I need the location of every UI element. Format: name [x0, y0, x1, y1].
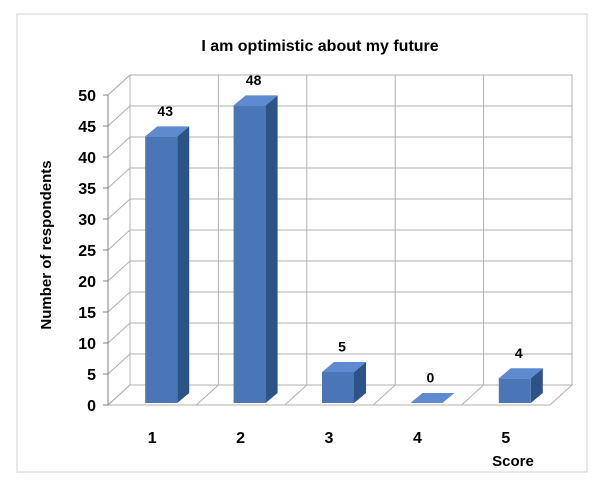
bar-top [233, 95, 278, 106]
y-tick-label: 35 [78, 181, 96, 198]
bar-top [322, 362, 366, 372]
y-tick-label: 50 [78, 88, 96, 105]
bar-side [177, 126, 190, 404]
x-tick-label: 4 [413, 430, 422, 447]
bar-top [145, 126, 190, 137]
y-tick-label: 40 [78, 150, 96, 167]
grid-line [107, 105, 572, 127]
y-tick-label: 10 [78, 336, 96, 353]
x-tick-label: 1 [148, 430, 157, 447]
grid-line [107, 322, 572, 344]
bar-front [233, 105, 266, 404]
chart-title: I am optimistic about my future [201, 38, 438, 55]
x-tick-label: 5 [501, 430, 510, 447]
bar-side [354, 362, 366, 403]
bar [498, 368, 543, 403]
data-label: 4 [515, 345, 523, 361]
bar-top [498, 368, 543, 379]
grid-line [107, 260, 572, 282]
grid-line [107, 74, 572, 96]
bar [322, 362, 366, 403]
data-label: 48 [246, 72, 262, 88]
bar-front [498, 378, 531, 403]
floor-separator [372, 384, 396, 406]
x-tick-label: 3 [325, 430, 334, 447]
x-tick-label: 2 [236, 430, 245, 447]
grid-line [107, 353, 572, 375]
bar-front [322, 372, 354, 403]
bar [233, 95, 278, 404]
y-tick-label: 25 [78, 243, 96, 260]
grid-line [107, 291, 572, 313]
grid-line [107, 229, 572, 251]
y-tick-label: 15 [78, 305, 96, 322]
bar [410, 393, 455, 403]
grid-line [107, 136, 572, 158]
grid-line [107, 198, 572, 220]
y-tick-label: 30 [78, 212, 96, 229]
floor-separator [196, 384, 219, 406]
bar-top [410, 393, 455, 403]
data-label: 5 [338, 339, 346, 355]
bar-side [265, 95, 278, 404]
bar-side [530, 368, 543, 403]
chart-frame [16, 13, 588, 473]
y-tick-label: 45 [78, 119, 96, 136]
y-tick-label: 0 [87, 398, 96, 415]
grid-line [107, 167, 572, 189]
bar-front [145, 136, 178, 403]
y-tick-label: 5 [87, 367, 96, 384]
y-axis-label: Number of respondents [38, 160, 55, 329]
floor-separator [284, 384, 308, 406]
grid-line [107, 384, 572, 406]
bar [145, 126, 190, 404]
data-label: 43 [157, 103, 173, 119]
floor-separator [461, 384, 484, 406]
data-label: 0 [427, 370, 435, 386]
y-tick-label: 20 [78, 274, 96, 291]
x-axis-label: Score [492, 453, 534, 470]
